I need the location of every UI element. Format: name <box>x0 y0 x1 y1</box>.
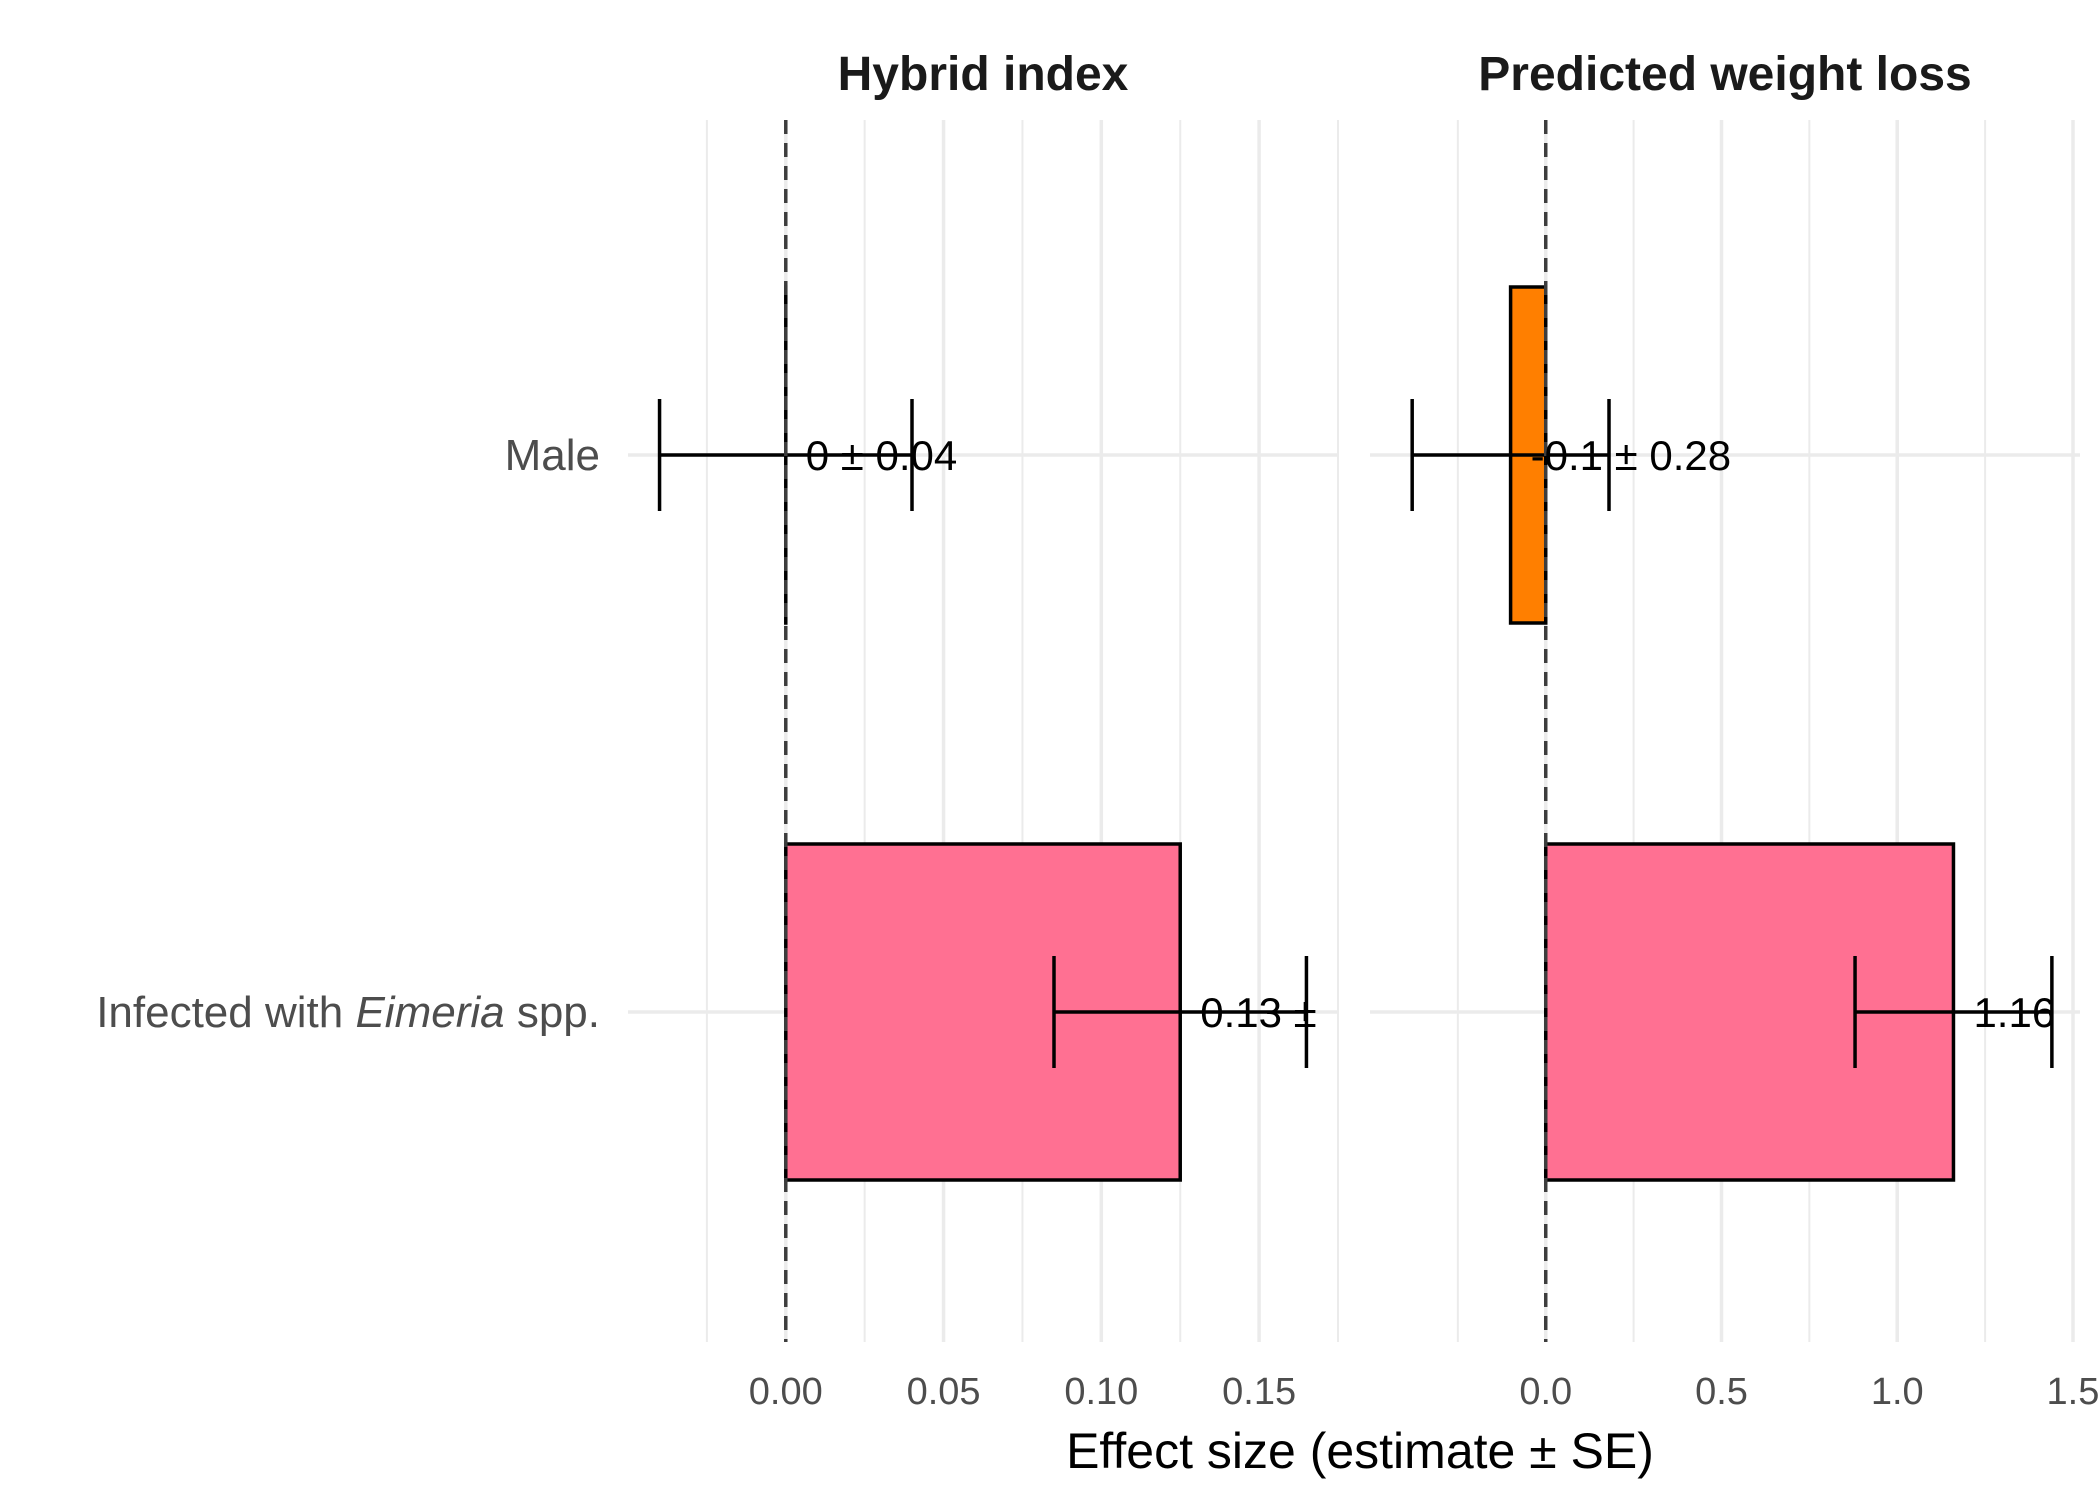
panel-1-title: Hybrid index <box>838 48 1129 101</box>
x-axis-title: Effect size (estimate ± SE) <box>1066 1423 1654 1479</box>
category-label-1: Male <box>505 431 600 480</box>
panel-1-data-label-2: 0.13 ± <box>1200 989 1316 1036</box>
category-label-2-part-2: Eimeria <box>355 988 504 1037</box>
panel-1-data-label-1: 0 ± 0.04 <box>806 432 958 479</box>
category-label-1-part-1: Male <box>505 431 600 480</box>
panel-2-title: Predicted weight loss <box>1478 48 1971 101</box>
panel-1-tick-label-3: 0.10 <box>1064 1371 1138 1413</box>
category-label-2-part-1: Infected with <box>96 988 355 1037</box>
panel-2-tick-label-2: 0.5 <box>1695 1371 1748 1413</box>
panel-2-data-label-2: 1.16 <box>1973 989 2055 1036</box>
category-label-2: Infected with Eimeria spp. <box>96 988 600 1037</box>
panel-2-tick-label-3: 1.0 <box>1871 1371 1924 1413</box>
panel-1-tick-label-2: 0.05 <box>907 1371 981 1413</box>
category-label-2-part-3: spp. <box>505 988 600 1037</box>
panel-2-tick-label-1: 0.0 <box>1519 1371 1572 1413</box>
panel-2-data-label-1: -0.1 ± 0.28 <box>1531 432 1732 479</box>
panel-1-tick-label-1: 0.00 <box>749 1371 823 1413</box>
panel-2-tick-label-4: 1.5 <box>2047 1371 2100 1413</box>
panel-1-tick-label-4: 0.15 <box>1222 1371 1296 1413</box>
